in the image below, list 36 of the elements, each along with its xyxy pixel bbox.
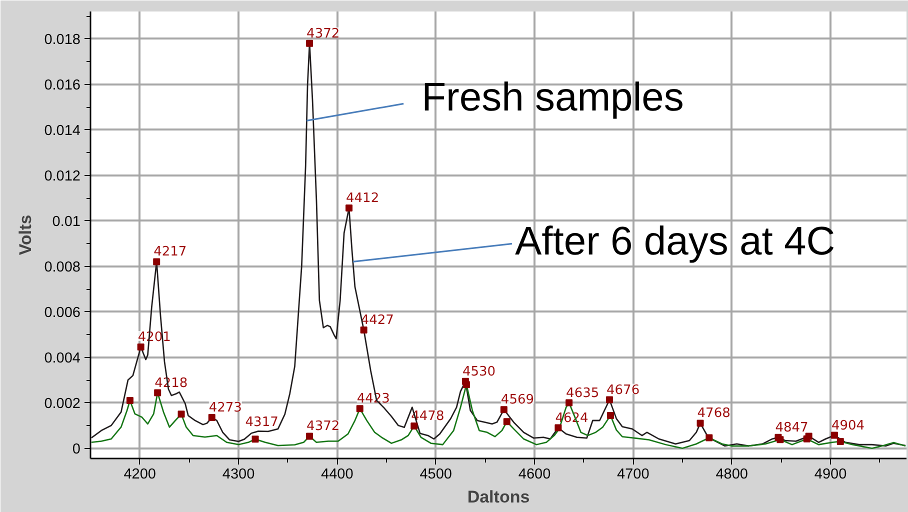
annotation: 4372 [306,26,340,42]
annotation: 4427 [360,312,394,328]
annotation: 4372 [306,419,340,434]
annotation: 4217 [154,244,187,260]
annotation: 4569 [500,392,534,408]
annotation: After 6 days at 4C [514,220,836,264]
annotation: 4676 [606,382,640,398]
y-tick-label: 0.018 [44,32,81,48]
y-tick-label: 0.008 [44,259,81,276]
y-tick-label: 0.002 [44,396,81,412]
x-tick-label: 4300 [222,466,255,482]
annotation: 4412 [346,191,380,206]
annotation: 4635 [566,386,600,401]
x-tick-label: 4900 [814,466,847,482]
x-tick-label: 4800 [716,466,748,482]
annotation: 4273 [208,400,242,416]
annotation: Fresh samples [422,76,684,120]
x-tick-label: 4200 [124,466,156,482]
y-tick-label: 0.004 [44,350,81,366]
x-tick-label: 4700 [617,466,650,482]
y-tick-label: 0.014 [44,122,81,139]
annotation: 4904 [831,418,865,434]
x-axis-title: Daltons [467,488,530,506]
x-tick-label: 4600 [518,466,551,482]
y-tick-label: 0.016 [44,77,81,94]
y-tick-label: 0.01 [52,214,81,230]
y-tick-label: 0.012 [44,168,81,184]
y-tick-label: 0 [72,441,81,458]
x-tick-label: 4400 [321,466,354,482]
annotation: 4317 [245,415,278,430]
annotation: 4530 [462,364,496,380]
annotation: 4768 [697,406,730,422]
annotation: 4847 [775,420,808,436]
y-axis-title: Volts [16,214,36,256]
x-tick-label: 4500 [420,466,452,482]
y-tick-label: 0.006 [44,304,81,321]
